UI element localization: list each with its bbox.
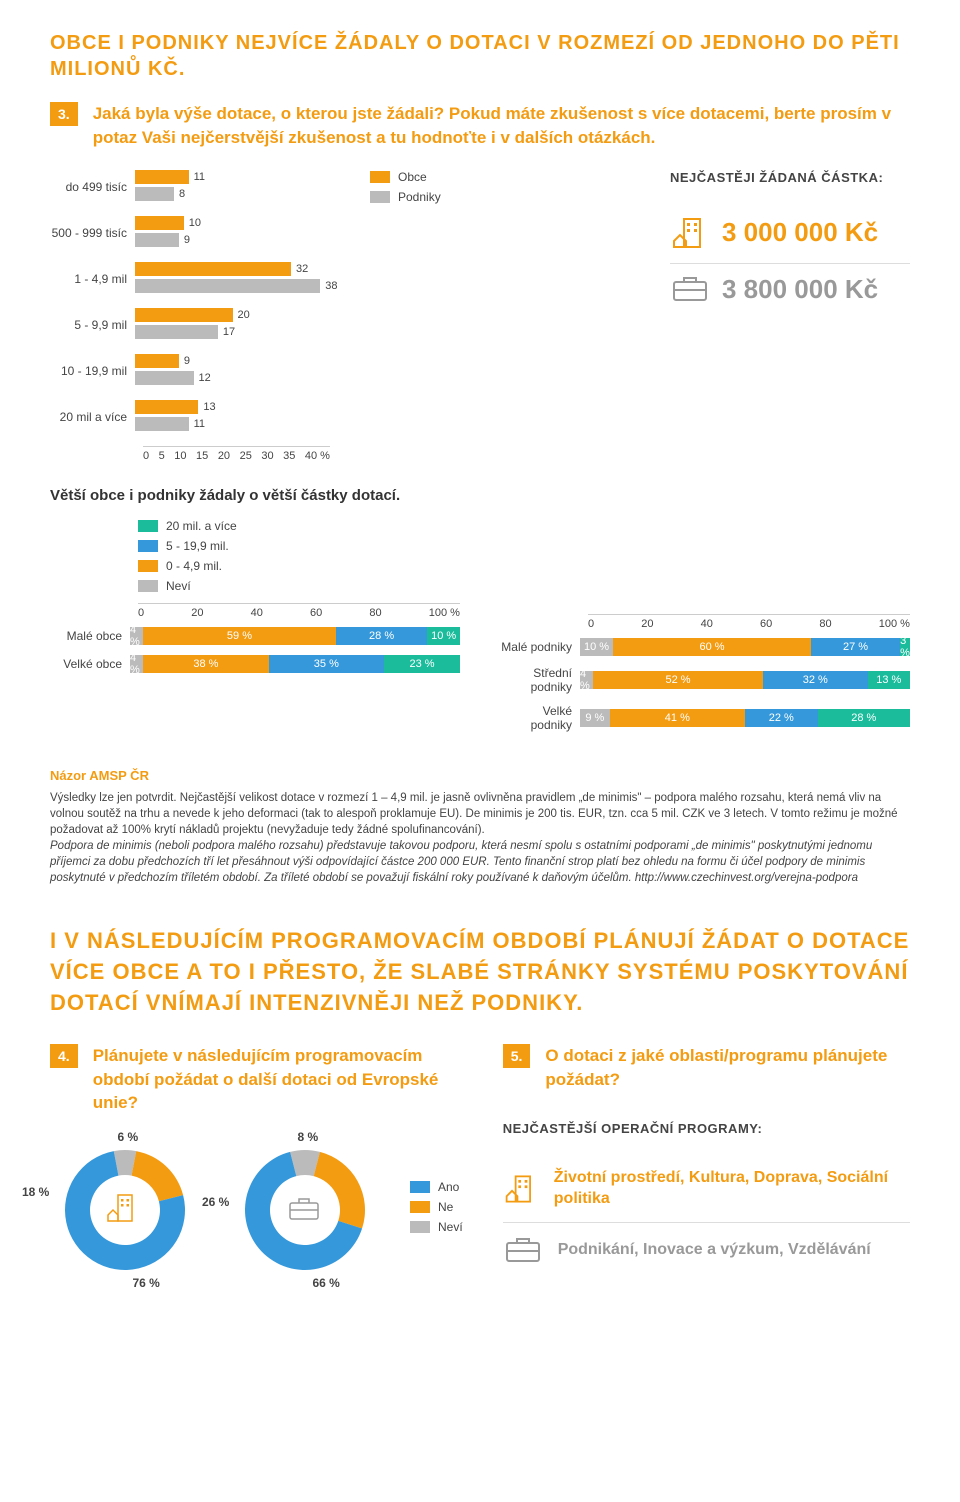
question-3: 3. Jaká byla výše dotace, o kterou jste … (50, 102, 910, 150)
freq-obce-value: 3 000 000 Kč (722, 217, 878, 248)
freq-obce-row: 3 000 000 Kč (670, 203, 910, 264)
stacked-row: Malé obce4 %59 %28 %10 % (50, 627, 460, 645)
bar-group: 1 - 4,9 mil 32 38 (50, 262, 330, 296)
bar-group: 5 - 9,9 mil 20 17 (50, 308, 330, 342)
opinion-p2: Podpora de minimis (neboli podpora maléh… (50, 838, 910, 886)
opinion-heading: Názor AMSP ČR (50, 767, 910, 785)
stacked-legend-item: 0 - 4,9 mil. (138, 559, 460, 573)
donut-obce-nevi-label: 6 % (118, 1130, 139, 1144)
question-4: 4. Plánujete v následujícím programovací… (50, 1044, 463, 1115)
freq-podniky-row: 3 800 000 Kč (670, 264, 910, 315)
question-5: 5. O dotaci z jaké oblasti/programu plán… (503, 1044, 910, 1092)
q5-number: 5. (503, 1044, 531, 1068)
subtitle-1: Větší obce i podniky žádaly o větší část… (50, 487, 910, 504)
donut-podniky: 8 % 26 % 66 % (230, 1135, 380, 1285)
donut-legend-item: Neví (410, 1220, 463, 1234)
q3-text: Jaká byla výše dotace, o kterou jste žád… (93, 102, 910, 150)
briefcase-icon (670, 274, 710, 304)
section-title-1: OBCE I PODNIKY NEJVÍCE ŽÁDALY O DOTACI V… (50, 30, 910, 82)
freq-title: NEJČASTĚJI ŽÁDANÁ ČÁSTKA: (670, 170, 910, 185)
q3-number: 3. (50, 102, 78, 126)
q5-text: O dotaci z jaké oblasti/programu plánuje… (545, 1044, 910, 1092)
stacked-row: Střední podniky4 %52 %32 %13 % (500, 666, 910, 694)
op-podniky-row: Podnikání, Inovace a výzkum, Vzdělávání (503, 1223, 910, 1277)
bar-group: do 499 tisíc 11 8 (50, 170, 330, 204)
briefcase-icon (503, 1235, 543, 1265)
donut-legend-item: Ano (410, 1180, 463, 1194)
bar-group: 20 mil a více 13 11 (50, 400, 330, 434)
donut-obce-ne-label: 18 % (22, 1185, 49, 1199)
freq-podniky-value: 3 800 000 Kč (722, 274, 878, 305)
op-title: NEJČASTĚJŠÍ OPERAČNÍ PROGRAMY: (503, 1121, 910, 1136)
bar-group: 10 - 19,9 mil 9 12 (50, 354, 330, 388)
donut-podniky-nevi-label: 8 % (298, 1130, 319, 1144)
donut-podniky-ano-label: 66 % (313, 1276, 340, 1290)
stacked-row: Velké obce4 %38 %35 %23 % (50, 655, 460, 673)
stacked-legend-item: 5 - 19,9 mil. (138, 539, 460, 553)
legend-obce: Obce (370, 170, 630, 184)
donut-podniky-ne-label: 26 % (202, 1195, 229, 1209)
donut-obce: 6 % 18 % 76 % (50, 1135, 200, 1285)
q4-number: 4. (50, 1044, 78, 1068)
stacked-legend-item: Neví (138, 579, 460, 593)
donut-legend-item: Ne (410, 1200, 463, 1214)
legend-podniky: Podniky (370, 190, 630, 204)
section-title-2: I V NÁSLEDUJÍCÍM PROGRAMOVACÍM OBDOBÍ PL… (50, 926, 910, 1018)
op-obce-row: Životní prostředí, Kultura, Doprava, Soc… (503, 1156, 910, 1223)
building-icon (503, 1169, 539, 1209)
building-icon (670, 213, 710, 253)
opinion-p1: Výsledky lze jen potvrdit. Nejčastější v… (50, 790, 910, 838)
q4-text: Plánujete v následujícím programovacím o… (93, 1044, 463, 1115)
op-podniky-text: Podnikání, Inovace a výzkum, Vzdělávání (558, 1240, 871, 1261)
op-obce-text: Životní prostředí, Kultura, Doprava, Soc… (554, 1168, 910, 1210)
stacked-row: Velké podniky9 %41 %22 %28 % (500, 704, 910, 732)
opinion-block: Názor AMSP ČR Výsledky lze jen potvrdit.… (50, 767, 910, 887)
bar-chart: do 499 tisíc 11 8 500 - 999 tisíc 10 9 1… (50, 170, 330, 462)
bar-group: 500 - 999 tisíc 10 9 (50, 216, 330, 250)
stacked-legend-item: 20 mil. a více (138, 519, 460, 533)
stacked-row: Malé podniky10 %60 %27 %3 % (500, 638, 910, 656)
donut-obce-ano-label: 76 % (133, 1276, 160, 1290)
